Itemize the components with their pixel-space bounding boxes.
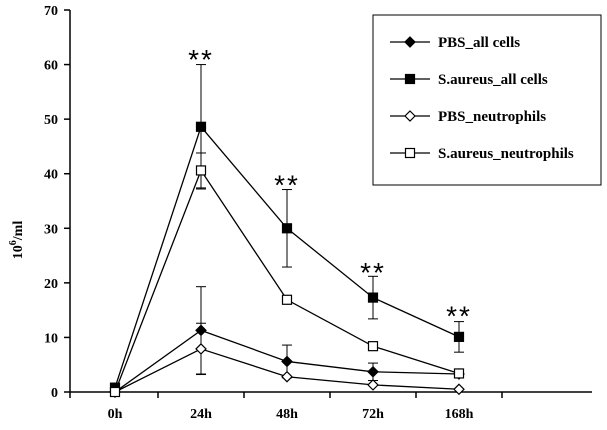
- x-tick-label: 48h: [276, 407, 298, 422]
- y-tick-label: 40: [44, 168, 58, 183]
- y-tick-label: 50: [44, 113, 58, 128]
- data-point: [367, 365, 379, 378]
- data-point: [195, 343, 207, 355]
- series-3: [109, 152, 465, 398]
- significance-marker: **: [446, 301, 472, 332]
- x-tick-label: 0h: [108, 407, 123, 422]
- legend: PBS_all cells S.aureus_all cells PBS_neutr…: [372, 14, 602, 186]
- x-tick-label: 168h: [445, 407, 474, 422]
- legend-marker: [404, 110, 416, 122]
- series-1: [109, 64, 465, 393]
- y-axis-label: 106/ml: [8, 221, 26, 260]
- significance-marker: **: [188, 44, 214, 75]
- data-point: [367, 341, 379, 352]
- y-tick-label: 30: [44, 222, 58, 237]
- legend-marker: [404, 147, 416, 159]
- x-axis: 0h 24h 48h 72h 168h: [69, 391, 592, 422]
- y-tick-label: 60: [44, 59, 58, 74]
- x-ticks: 0h 24h 48h 72h 168h: [69, 392, 503, 422]
- data-point: [281, 223, 293, 234]
- data-point: [281, 355, 293, 368]
- y-axis-label-base: 10: [11, 245, 26, 259]
- legend-label: PBS_all cells: [438, 35, 520, 51]
- legend-marker: [404, 36, 416, 48]
- significance-marker: **: [274, 170, 300, 201]
- data-point: [281, 370, 293, 383]
- significance-annotations: ** ** ** **: [188, 44, 472, 332]
- data-point: [195, 121, 207, 132]
- data-point: [453, 331, 465, 342]
- legend-item: S.aureus_all cells: [390, 72, 548, 88]
- y-tick-label: 0: [51, 386, 58, 401]
- y-axis-label-superscript: 6: [8, 240, 19, 245]
- y-axis-label-unit: /ml: [11, 221, 26, 242]
- data-point: [367, 292, 379, 303]
- y-tick-label: 70: [44, 4, 58, 19]
- legend-item: S.aureus_neutrophils: [390, 146, 574, 162]
- y-tick-label: 20: [44, 277, 58, 292]
- data-point: [195, 165, 207, 176]
- legend-marker: [404, 73, 416, 85]
- x-tick-label: 72h: [362, 407, 384, 422]
- data-point: [453, 383, 465, 396]
- data-point: [367, 379, 379, 391]
- legend-label: S.aureus_neutrophils: [438, 146, 574, 162]
- x-tick-label: 24h: [190, 407, 212, 422]
- data-point: [453, 368, 465, 379]
- data-point: [109, 386, 121, 398]
- legend-item: PBS_neutrophils: [390, 109, 546, 125]
- data-point: [281, 294, 293, 305]
- legend-label: S.aureus_all cells: [438, 72, 548, 88]
- legend-item: PBS_all cells: [390, 35, 520, 51]
- series: [109, 64, 465, 398]
- legend-label: PBS_neutrophils: [438, 109, 546, 125]
- significance-marker: **: [360, 257, 386, 288]
- y-ticks: 0 10 20 30 40 50 60 70: [44, 4, 70, 401]
- y-tick-label: 10: [44, 331, 58, 346]
